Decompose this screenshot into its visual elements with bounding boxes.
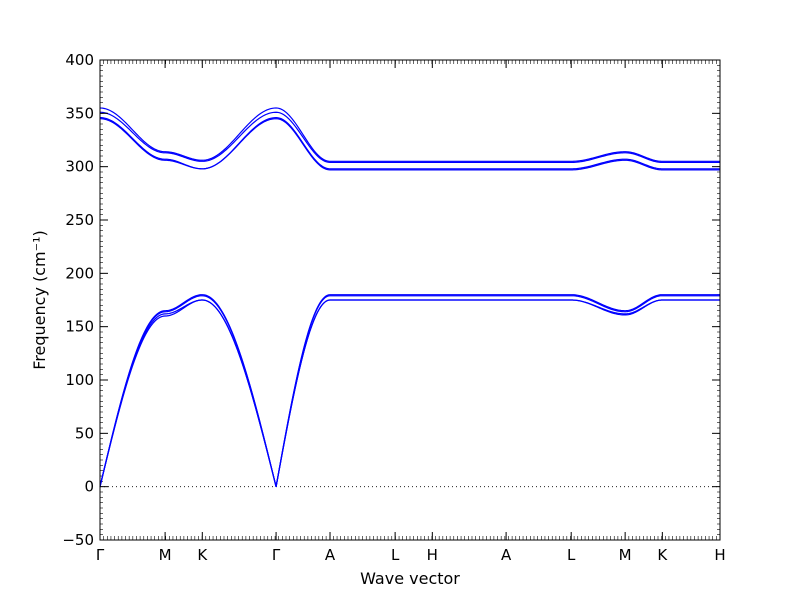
x-tick-label: A [325,546,336,564]
band-line [99,294,720,487]
x-tick-label: K [657,546,668,564]
y-tick-label: 250 [65,211,94,229]
y-tick-label: 400 [65,51,94,69]
band-line [99,111,720,163]
phonon-bands [99,107,720,487]
band-line [99,299,720,487]
band-line [99,116,720,170]
band-line [99,295,720,487]
x-tick-label: M [619,546,632,564]
x-tick-label: Γ [96,546,105,564]
y-tick-label: 150 [65,318,94,336]
x-axis-title: Wave vector [360,569,460,588]
x-tick-label: K [197,546,208,564]
y-axis-ticks: −50 0 50 100 150 200 250 300 350 400 [62,51,720,549]
x-tick-label: Γ [272,546,281,564]
x-tick-label: H [714,546,725,564]
y-tick-label: 100 [65,371,94,389]
y-tick-label: 200 [65,264,94,282]
plot-frame [99,59,721,541]
x-minor-ticks [103,60,717,540]
band-line [99,299,720,487]
x-tick-label: L [391,546,400,564]
y-tick-label: 300 [65,158,94,176]
x-tick-label: A [501,546,512,564]
x-tick-label: L [567,546,576,564]
x-tick-label: H [427,546,438,564]
y-tick-label: 50 [75,424,94,442]
y-tick-label: 0 [84,478,94,496]
y-axis-title: Frequency (cm⁻¹) [30,230,49,369]
x-tick-label: M [159,546,172,564]
y-tick-label: 350 [65,104,94,122]
band-line [99,107,720,162]
y-tick-label: −50 [62,531,94,549]
